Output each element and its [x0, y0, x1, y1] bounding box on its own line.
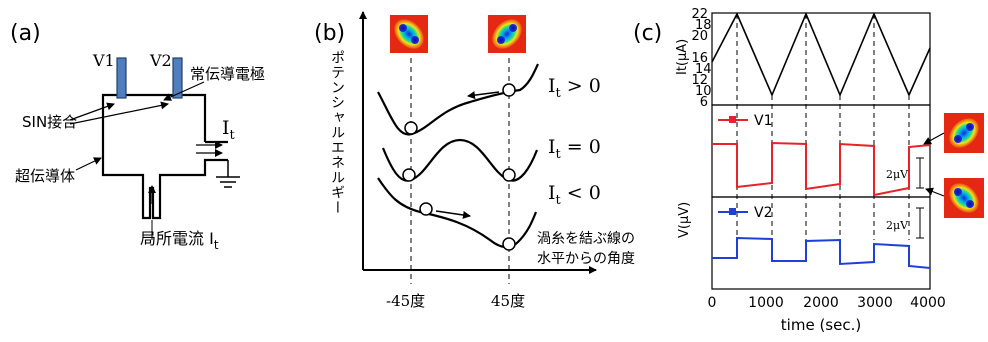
superconductor-arrow [75, 157, 102, 171]
v2-trace [712, 236, 931, 269]
current-symbol: It [222, 117, 236, 143]
curve-positive [377, 63, 539, 136]
scale-bar-v1: 2μV [886, 157, 924, 189]
motion-arrow-positive [467, 91, 500, 100]
sin-junction-label: SIN接合 [22, 113, 77, 131]
vortex-image-left [390, 15, 428, 53]
top-yticks: 22 20 16 12 6 18 [691, 7, 708, 110]
ytick-label: 18 [695, 18, 712, 33]
ytick-label: 10 [695, 84, 712, 99]
current-axis-label: It(μA) [675, 39, 690, 75]
current-wave [711, 11, 931, 98]
state-negative-left [419, 202, 433, 216]
sin-arrow-2 [69, 101, 169, 125]
v2-label: V2 [149, 51, 172, 70]
panel-c: (c) 22 20 16 12 6 18 18 16 14 10 8 It(μA… [633, 7, 984, 334]
angle-label-line2: 水平からの角度 [537, 251, 635, 267]
ytick-label: 22 [691, 7, 708, 22]
panel-c-label: (c) [633, 21, 662, 46]
v2-plot-frame [711, 196, 931, 290]
legend-v2-label: V2 [754, 205, 772, 221]
voltage-axis-label: V(μV) [677, 202, 692, 238]
curve-zero [381, 138, 539, 182]
vortex-image-right [488, 15, 526, 53]
state-negative-right [502, 237, 516, 251]
v1-plot-frame [711, 104, 931, 198]
normal-electrode-label: 常伝導電極 [190, 65, 265, 83]
panel-a: (a) V1 V2 常伝導電極 SIN接合 超伝導体 It 局所電流 It [10, 21, 265, 252]
ytick-label: 6 [700, 95, 708, 110]
v1-trace [712, 141, 931, 197]
sin-arrow-1 [69, 102, 115, 121]
scale-bar-v2: 2μV [886, 207, 924, 239]
energy-axis-label: ポテンシャルエネルギー [329, 50, 345, 215]
state-zero-left [402, 168, 416, 182]
curve-label-zero: It = 0 [548, 136, 601, 162]
state-positive-left [404, 121, 418, 135]
panel-a-label: (a) [10, 21, 41, 46]
normal-electrode-arrow [163, 81, 205, 101]
xtick-label: 2000 [803, 295, 839, 311]
vortex-image-state-1 [944, 113, 984, 153]
legend-v1-label: V1 [754, 113, 772, 129]
xtick-label: 4000 [910, 295, 946, 311]
ytick-label: 14 [695, 62, 712, 77]
panel-b: (b) ポテンシャルエネルギー [314, 11, 635, 310]
local-current-label: 局所電流 It [140, 229, 219, 252]
legend-v2: V2 [718, 205, 772, 221]
xtick-label: 1000 [748, 295, 784, 311]
electrode-v1 [116, 57, 127, 99]
angle-label-line1: 渦糸を結ぶ線の [537, 231, 635, 247]
state-2-arrow [925, 187, 945, 197]
ytick-label: 16 [691, 51, 708, 66]
scale-v2-label: 2μV [886, 219, 909, 232]
xticks: 0 1000 2000 3000 4000 [708, 295, 946, 311]
vortex-image-state-2 [944, 178, 984, 218]
v1-label: V1 [92, 51, 115, 70]
ytick-label: 12 [691, 73, 708, 88]
tick-minus45: -45度 [386, 292, 425, 310]
state-1-arrow [923, 132, 945, 145]
motion-arrow-negative [435, 210, 471, 219]
curve-negative [377, 177, 538, 249]
state-zero-right [502, 168, 516, 182]
superconductor-label: 超伝導体 [15, 167, 75, 185]
tick-plus45: 45度 [491, 292, 525, 310]
state-positive-right [502, 83, 516, 97]
curve-label-negative: It < 0 [548, 182, 601, 208]
current-plot-frame [711, 12, 931, 106]
ytick-label: 20 [691, 29, 708, 44]
xtick-label: 0 [708, 295, 717, 311]
legend-v1: V1 [718, 113, 772, 129]
panel-b-label: (b) [314, 21, 345, 46]
electrode-v2 [172, 57, 183, 99]
time-axis-label: time (sec.) [781, 316, 861, 334]
xtick-label: 3000 [857, 295, 893, 311]
scale-v1-label: 2μV [886, 168, 909, 181]
curve-label-positive: It > 0 [548, 75, 601, 101]
